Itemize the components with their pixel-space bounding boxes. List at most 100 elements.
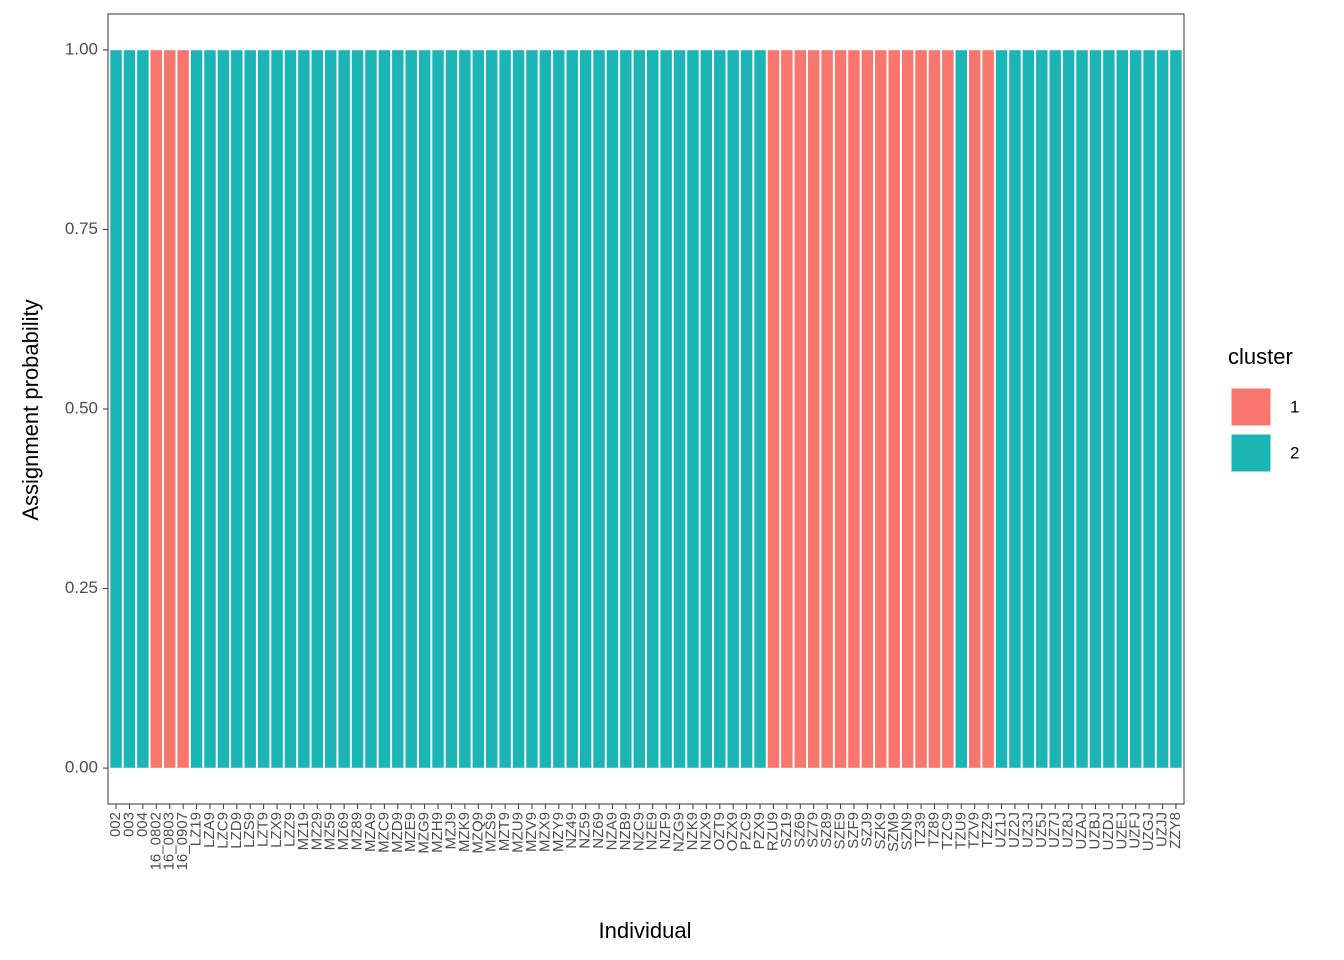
bar bbox=[324, 49, 338, 769]
x-tick-label: LZA9 bbox=[201, 812, 218, 848]
bar bbox=[646, 49, 660, 769]
y-tick-label: 0.75 bbox=[65, 219, 98, 238]
legend-title: cluster bbox=[1228, 344, 1293, 369]
x-tick-label: PZX9 bbox=[751, 812, 768, 850]
x-tick-label: UZFJ bbox=[1127, 812, 1144, 849]
bar bbox=[391, 49, 405, 769]
bar bbox=[901, 49, 914, 769]
x-tick-label: NZX9 bbox=[697, 812, 714, 850]
x-tick-label: SZ69 bbox=[791, 812, 808, 848]
bar bbox=[1062, 49, 1075, 769]
bar bbox=[378, 49, 391, 769]
y-tick-label: 0.25 bbox=[65, 578, 98, 597]
bar bbox=[700, 49, 713, 769]
bar bbox=[1129, 49, 1143, 769]
y-axis-title: Assignment probability bbox=[18, 299, 43, 520]
x-tick-label: UZEJ bbox=[1113, 812, 1130, 850]
bar bbox=[217, 49, 230, 769]
x-tick-label: LZS9 bbox=[241, 812, 258, 848]
x-tick-label: MZK9 bbox=[456, 812, 473, 852]
bar bbox=[297, 49, 311, 769]
bar bbox=[807, 49, 821, 769]
x-tick-label: SZE9 bbox=[832, 812, 849, 850]
bar bbox=[1142, 49, 1156, 769]
x-tick-label: TZZ9 bbox=[979, 812, 996, 848]
x-tick-label: NZA9 bbox=[603, 812, 620, 850]
bar bbox=[941, 49, 955, 769]
x-tick-label: 16_0907 bbox=[174, 812, 191, 870]
bar bbox=[914, 49, 928, 769]
bar bbox=[445, 49, 458, 769]
bar bbox=[686, 49, 700, 769]
x-tick-label: MZ29 bbox=[308, 812, 325, 850]
x-tick-label: NZE9 bbox=[644, 812, 661, 850]
x-tick-label: UZ5J bbox=[1033, 812, 1050, 848]
x-tick-label: RZU9 bbox=[764, 812, 781, 851]
x-tick-label: MZC9 bbox=[375, 812, 392, 853]
legend-key bbox=[1230, 433, 1272, 473]
bar bbox=[176, 49, 190, 769]
bar bbox=[1022, 49, 1035, 769]
x-tick-label: MZU9 bbox=[510, 812, 527, 853]
x-tick-label: UZGJ bbox=[1140, 812, 1157, 851]
x-tick-label: SZJ9 bbox=[858, 812, 875, 847]
bar bbox=[190, 49, 203, 769]
bar bbox=[552, 49, 566, 769]
bar bbox=[149, 49, 163, 769]
x-tick-label: LZ19 bbox=[188, 812, 205, 846]
x-tick-label: UZ1J bbox=[993, 812, 1010, 848]
bar bbox=[539, 49, 552, 769]
bar bbox=[203, 49, 217, 769]
x-tick-label: 16_0803 bbox=[161, 812, 178, 870]
bar bbox=[579, 49, 592, 769]
x-tick-label: 004 bbox=[134, 812, 151, 837]
x-tick-label: MZA9 bbox=[362, 812, 379, 852]
bar bbox=[780, 49, 794, 769]
x-tick-label: UZ3J bbox=[1019, 812, 1036, 848]
x-tick-label: TZV9 bbox=[966, 812, 983, 849]
bar bbox=[337, 49, 351, 769]
x-tick-label: SZ79 bbox=[805, 812, 822, 848]
x-tick-label: UZAJ bbox=[1073, 812, 1090, 850]
bar bbox=[257, 49, 270, 769]
legend-label: 2 bbox=[1290, 443, 1299, 462]
x-tick-label: UZJJ bbox=[1154, 812, 1171, 847]
x-tick-label: UZDJ bbox=[1100, 812, 1117, 850]
bar bbox=[404, 49, 418, 769]
bar bbox=[1008, 49, 1022, 769]
x-tick-label: OZT9 bbox=[711, 812, 728, 850]
x-tick-label: MZG9 bbox=[416, 812, 433, 854]
x-tick-label: SZ89 bbox=[818, 812, 835, 848]
y-tick-label: 0.50 bbox=[65, 398, 98, 417]
bar bbox=[713, 49, 727, 769]
bar bbox=[874, 49, 888, 769]
bar bbox=[1075, 49, 1089, 769]
bar bbox=[619, 49, 633, 769]
x-tick-label: TZC9 bbox=[939, 812, 956, 850]
x-tick-label: NZ69 bbox=[590, 812, 607, 849]
bar bbox=[793, 49, 807, 769]
bar bbox=[512, 49, 525, 769]
legend-label: 1 bbox=[1290, 397, 1299, 416]
x-tick-label: UZBJ bbox=[1086, 812, 1103, 850]
bar bbox=[740, 49, 753, 769]
x-tick-label: MZQ9 bbox=[469, 812, 486, 854]
x-tick-label: ZZY8 bbox=[1167, 812, 1184, 849]
bar bbox=[310, 49, 324, 769]
x-tick-label: SZN9 bbox=[899, 812, 916, 850]
x-tick-label: MZT9 bbox=[496, 812, 513, 851]
bar bbox=[1035, 49, 1049, 769]
x-tick-label: LZC9 bbox=[214, 812, 231, 849]
bar bbox=[418, 49, 431, 769]
bar bbox=[1169, 49, 1183, 769]
x-tick-label: MZY9 bbox=[550, 812, 567, 852]
bar bbox=[109, 49, 123, 769]
bar bbox=[284, 49, 297, 769]
bar bbox=[230, 49, 244, 769]
bar bbox=[954, 49, 968, 769]
bar bbox=[820, 49, 834, 769]
x-tick-label: LZT9 bbox=[255, 812, 272, 847]
x-tick-label: MZ89 bbox=[349, 812, 366, 850]
bar bbox=[431, 49, 445, 769]
